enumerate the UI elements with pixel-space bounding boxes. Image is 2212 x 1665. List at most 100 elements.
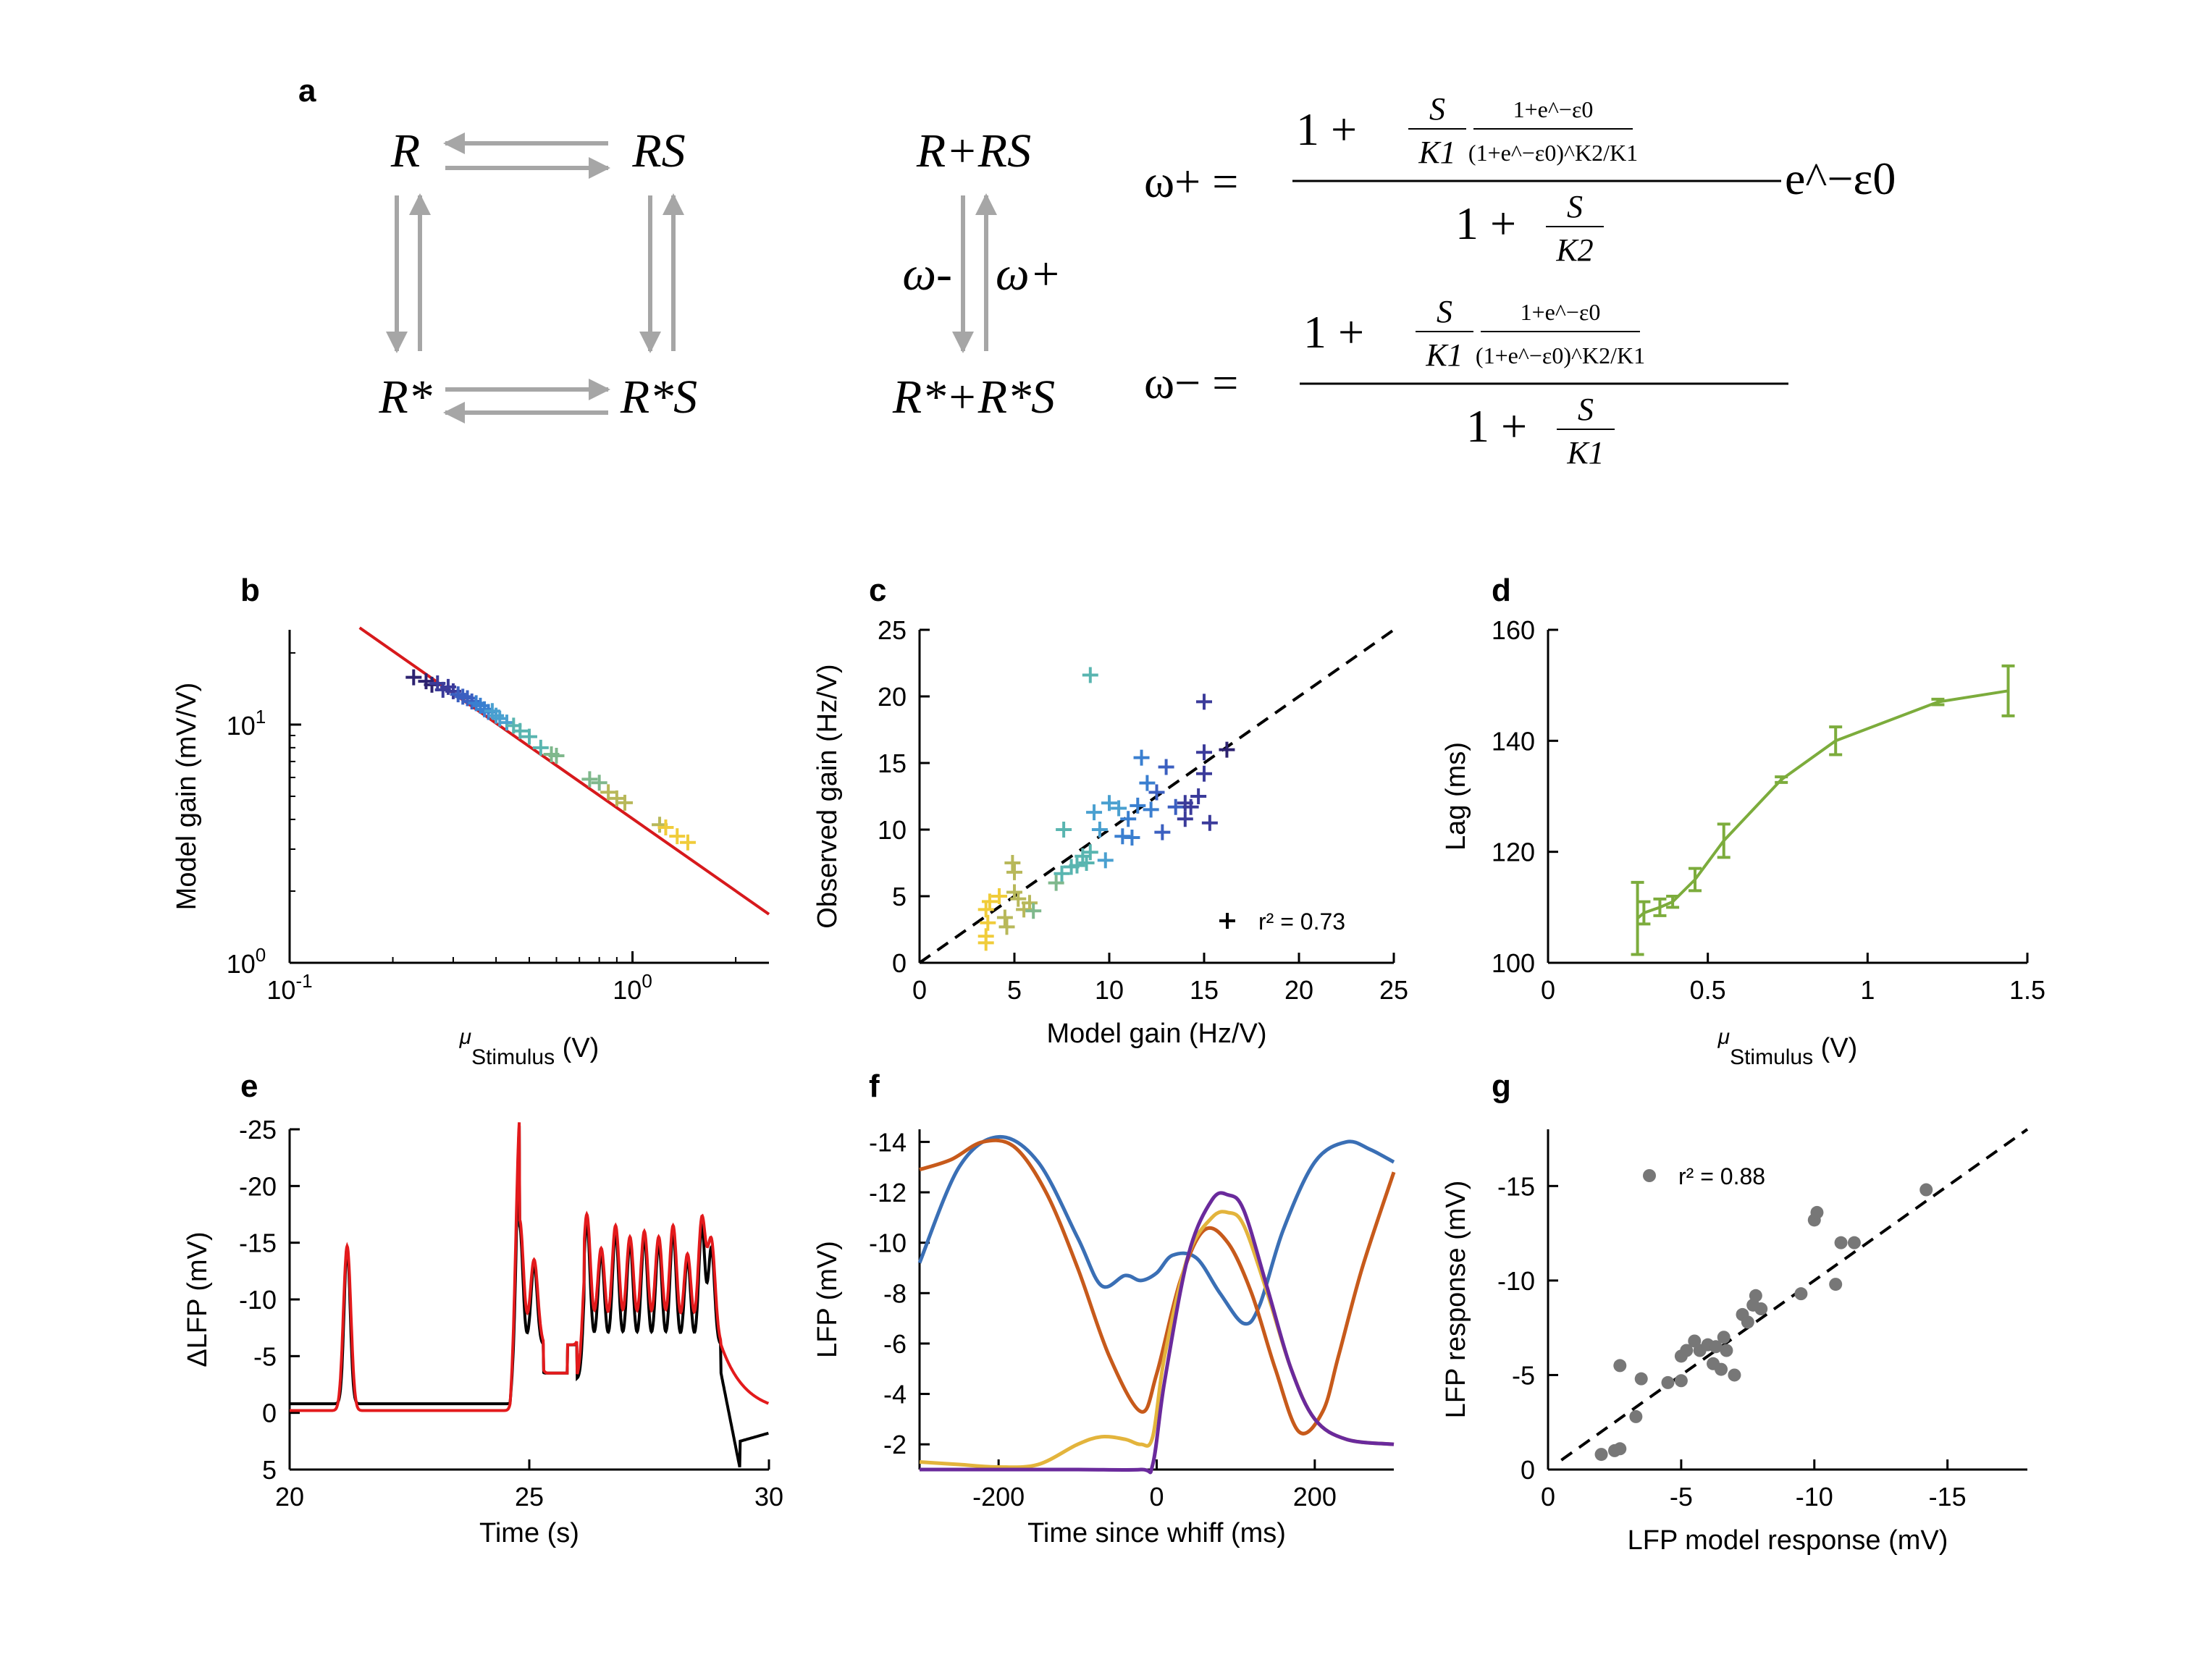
c-data-point <box>1201 814 1218 831</box>
e-y-tick-label: 0 <box>262 1399 277 1428</box>
g-legend-marker <box>1643 1169 1656 1182</box>
f-x-tick-label: 0 <box>1149 1482 1164 1512</box>
panel-label-f: f <box>869 1068 880 1104</box>
chart-e-lfp-trace: 20 25 30 -25 -20 -15 -10 -5 0 5 ΔLFP (mV) Time (s) <box>182 1115 783 1548</box>
eq-minus-K1: K1 <box>1425 337 1463 373</box>
d-y-tick-label: 160 <box>1492 615 1535 645</box>
c-y-tick-label: 5 <box>892 882 907 911</box>
equation-omega-minus: ω− = 1 + S K1 1+e^−ε0 (1+e^−ε0)^K2/K1 1 … <box>1144 294 1788 471</box>
b-y-axis-label: Model gain (mV/V) <box>172 683 202 911</box>
f-y-tick-label: -6 <box>883 1329 907 1359</box>
eq-minus-S: S <box>1437 294 1452 329</box>
panel-label-g: g <box>1492 1068 1511 1104</box>
eq-plus-K1: K1 <box>1418 135 1455 170</box>
eq-minus-den: 1 + <box>1466 400 1527 452</box>
g-data-point <box>1680 1344 1694 1357</box>
c-data-point <box>981 893 998 910</box>
state-R: R <box>390 125 420 177</box>
c-data-point <box>1130 797 1146 814</box>
c-y-tick-label: 25 <box>878 615 907 645</box>
b-data-point <box>617 794 634 811</box>
eq-minus-inner-num: 1+e^−ε0 <box>1521 299 1601 325</box>
state-Rstar-plus-RstarS: R*+R*S <box>892 371 1055 423</box>
c-data-point <box>1101 795 1117 812</box>
g-x-tick-label: -5 <box>1670 1482 1693 1512</box>
g-data-point <box>1717 1331 1731 1344</box>
panel-label-b: b <box>240 573 260 608</box>
d-error-bar <box>1717 822 1731 859</box>
g-y-tick-label: -5 <box>1512 1360 1535 1390</box>
f-series-purple <box>919 1191 1395 1475</box>
b-x-tick-label: 10-1 <box>266 970 312 1005</box>
chart-c-observed-vs-model: 0 5 10 15 20 25 0 5 10 15 20 25 r² = 0.73 Observed ga… <box>812 615 1408 1049</box>
f-y-tick-label: -4 <box>883 1380 907 1409</box>
g-y-tick-label: 0 <box>1521 1455 1535 1485</box>
c-x-tick-label: 20 <box>1284 975 1313 1005</box>
e-y-tick-label: -25 <box>239 1115 277 1145</box>
b-data-point <box>548 747 565 764</box>
c-data-point <box>1025 903 1042 919</box>
c-data-point <box>1196 765 1212 782</box>
d-error-bar <box>1829 725 1843 756</box>
panel-label-d: d <box>1492 573 1511 608</box>
c-data-point <box>1177 811 1193 827</box>
b-x-tick-label: 100 <box>613 970 652 1005</box>
d-error-bar <box>2001 664 2015 717</box>
f-y-tick-label: -8 <box>883 1278 907 1308</box>
d-x-tick-label: 0 <box>1541 975 1555 1005</box>
eq-plus-lhs: ω+ = <box>1144 156 1238 207</box>
b-data-point <box>608 790 625 806</box>
c-data-point <box>1133 749 1150 766</box>
g-data-point <box>1810 1205 1824 1219</box>
e-y-tick-label: -15 <box>239 1228 277 1258</box>
f-x-tick-label: -200 <box>972 1482 1025 1512</box>
d-error-bar <box>1666 895 1680 909</box>
c-y-tick-label: 20 <box>878 682 907 712</box>
f-y-tick-label: -12 <box>869 1178 907 1207</box>
chart-g-lfp-response: 0 -5 -10 -15 0 -5 -10 -15 r² = 0.88 LFP response … <box>1441 1128 2029 1556</box>
d-error-bar <box>1689 867 1702 893</box>
panel-label-e: e <box>240 1068 258 1104</box>
c-data-point <box>1086 804 1103 821</box>
c-data-point <box>1078 855 1095 871</box>
g-data-point <box>1847 1236 1861 1249</box>
c-data-point <box>1054 865 1070 882</box>
f-y-axis-label: LFP (mV) <box>812 1241 843 1358</box>
f-series-blue <box>917 1134 1395 1326</box>
c-data-point <box>1004 855 1021 871</box>
c-y-axis-label: Observed gain (Hz/V) <box>812 664 843 928</box>
c-data-point <box>1139 775 1156 791</box>
c-data-point <box>1048 874 1064 891</box>
g-data-point <box>1613 1442 1627 1456</box>
b-data-point <box>512 722 529 739</box>
b-y-tick-label: 101 <box>227 706 266 741</box>
state-Rstar: R* <box>378 371 432 423</box>
b-x-axis-label: μStimulus (V) <box>459 1025 600 1069</box>
g-data-point <box>1634 1372 1648 1386</box>
eq-minus-num-prefix: 1 + <box>1303 306 1364 358</box>
g-data-point <box>1629 1409 1643 1423</box>
c-data-point <box>977 901 994 918</box>
c-data-point <box>1069 857 1085 874</box>
c-x-tick-label: 0 <box>912 975 927 1005</box>
g-data-point <box>1834 1236 1848 1249</box>
state-diagram: R RS R* R*S <box>378 125 697 423</box>
g-data-point <box>1613 1359 1627 1373</box>
f-x-tick-label: 200 <box>1293 1482 1337 1512</box>
d-series-line <box>1636 689 2009 920</box>
g-legend-text: r² = 0.88 <box>1678 1163 1765 1189</box>
g-y-axis-label: LFP response (mV) <box>1441 1181 1471 1419</box>
f-y-tick-label: -10 <box>869 1228 907 1258</box>
state-RstarS: R*S <box>620 371 697 423</box>
c-data-point <box>1124 830 1140 846</box>
d-y-tick-label: 140 <box>1492 726 1535 756</box>
c-legend-marker <box>1219 913 1235 929</box>
c-y-tick-label: 15 <box>878 749 907 778</box>
c-data-point <box>1154 824 1171 840</box>
rate-omega-minus: ω- <box>902 248 952 300</box>
equation-omega-plus: ω+ = 1 + S K1 1+e^−ε0 (1+e^−ε0)^K2/K1 e^… <box>1144 91 1896 268</box>
eq-plus-den-K2: K2 <box>1555 232 1593 268</box>
d-x-tick-label: 1.5 <box>2009 975 2045 1005</box>
d-error-bar <box>1637 900 1651 926</box>
g-data-point <box>1709 1340 1723 1354</box>
